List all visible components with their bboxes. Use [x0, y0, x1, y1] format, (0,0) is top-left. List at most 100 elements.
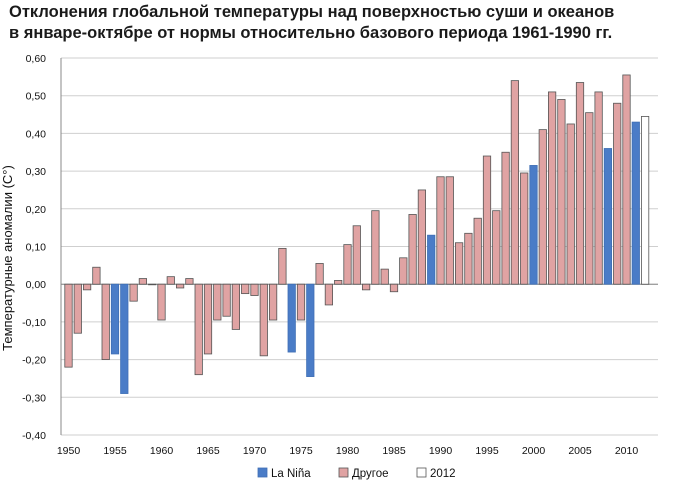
x-tick-label: 2005 [568, 445, 592, 457]
bar-1994 [473, 217, 482, 285]
bar-2011 [631, 121, 640, 285]
bar-1991 [445, 176, 454, 285]
legend-swatch-other [338, 467, 349, 478]
bar-1987 [408, 214, 417, 285]
x-tick-label: 1995 [475, 445, 499, 457]
bar-1972 [268, 283, 278, 321]
y-tick-label: -0,40 [22, 430, 46, 442]
legend-label-other: Другое [352, 468, 389, 480]
y-tick-label: 0,10 [26, 242, 47, 254]
legend-label-y2012: 2012 [430, 468, 456, 480]
x-tick-label: 1960 [150, 445, 174, 457]
bar-1966 [213, 283, 222, 321]
bar-2004 [566, 123, 575, 285]
bar-1983 [371, 210, 380, 285]
chart-title: Отклонения глобальной температуры над по… [9, 2, 679, 44]
bar-1996 [492, 210, 501, 285]
y-tick-label: -0,20 [22, 355, 46, 367]
x-tick-label: 2000 [522, 445, 546, 457]
x-tick-label: 1970 [243, 445, 267, 457]
bar-1957 [129, 283, 138, 302]
y-tick-label: 0,50 [26, 91, 47, 103]
bar-1978 [324, 283, 334, 306]
bar-1997 [501, 151, 510, 285]
bar-1970 [250, 283, 259, 296]
bar-1974 [287, 283, 296, 353]
x-tick-label: 2010 [615, 445, 639, 457]
bars [64, 74, 650, 394]
x-tick-labels: 1950 1955 1960 1965 1970 1975 1980 1985 1990 1995… [57, 445, 639, 457]
bar-1986 [399, 257, 408, 285]
bar-1954 [101, 283, 110, 361]
y-tick-label: 0,30 [26, 166, 47, 178]
bar-2002 [548, 91, 557, 285]
bar-1981 [352, 225, 361, 285]
x-tick-label: 1980 [336, 445, 360, 457]
y-axis-label: Температурные аномалии (C°) [0, 165, 15, 351]
bar-1980 [343, 244, 352, 285]
x-tick-label: 1990 [429, 445, 453, 457]
bar-1988 [417, 189, 427, 285]
legend-swatch-y2012 [416, 467, 427, 478]
bar-1965 [203, 283, 213, 355]
bar-1958 [138, 278, 147, 285]
bar-1971 [259, 283, 268, 357]
bar-1982 [361, 283, 371, 291]
chart-title-line-1: Отклонения глобальной температуры над по… [9, 3, 615, 21]
bar-1959 [148, 283, 157, 286]
bar-1963 [185, 278, 194, 285]
bar-1975 [296, 283, 306, 321]
bar-1976 [306, 283, 315, 377]
bar-1950 [64, 283, 73, 368]
y-tick-label: 0,40 [26, 128, 47, 140]
bar-1977 [315, 263, 324, 285]
x-tick-label: 1975 [289, 445, 313, 457]
bar-2005 [575, 82, 585, 285]
bar-2003 [557, 99, 566, 285]
bar-1951 [73, 283, 82, 334]
bar-1989 [427, 234, 436, 285]
bar-1955 [110, 283, 120, 355]
x-tick-label: 1950 [57, 445, 81, 457]
legend-label-lanina: La Niña [271, 468, 311, 480]
bar-1968 [231, 283, 240, 330]
bar-1960 [157, 283, 166, 321]
x-tick-label: 1955 [103, 445, 127, 457]
bar-1964 [194, 283, 203, 376]
bar-1985 [389, 283, 399, 293]
bar-1990 [436, 176, 445, 285]
bar-1967 [222, 283, 231, 317]
bar-2010 [622, 74, 631, 285]
x-tick-label: 1985 [382, 445, 406, 457]
bar-1979 [334, 280, 343, 285]
y-tick-label: 0,60 [26, 53, 47, 65]
bar-1953 [92, 266, 101, 285]
bar-2001 [538, 129, 547, 285]
y-tick-labels: 0,60 0,50 0,40 0,30 0,20 0,10 0,00 -0,10 -0,20 -0… [22, 53, 46, 442]
bar-2009 [613, 102, 622, 285]
bar-1962 [175, 283, 185, 289]
bar-1992 [454, 242, 464, 285]
y-tick-label: 0,20 [26, 204, 47, 216]
legend: La Niña Другое 2012 [257, 467, 456, 480]
bar-2008 [603, 148, 613, 285]
bar-1952 [83, 283, 92, 291]
bar-1998 [510, 80, 520, 285]
bar-2000 [529, 165, 538, 285]
bar-2012 [641, 116, 650, 285]
x-tick-label: 1965 [196, 445, 220, 457]
bar-1973 [278, 247, 287, 285]
bar-1993 [464, 232, 473, 285]
chart-title-line-2: в январе-октябре от нормы относительно б… [9, 24, 613, 42]
bar-1961 [166, 276, 175, 285]
bar-2006 [585, 112, 594, 285]
y-tick-label: -0,10 [22, 317, 46, 329]
bar-2007 [594, 91, 603, 285]
bar-1969 [241, 283, 250, 295]
y-tick-label: 0,00 [26, 279, 47, 291]
bar-1984 [380, 268, 389, 285]
bar-1956 [120, 283, 129, 394]
legend-swatch-lanina [257, 467, 268, 478]
y-tick-label: -0,30 [22, 392, 46, 404]
